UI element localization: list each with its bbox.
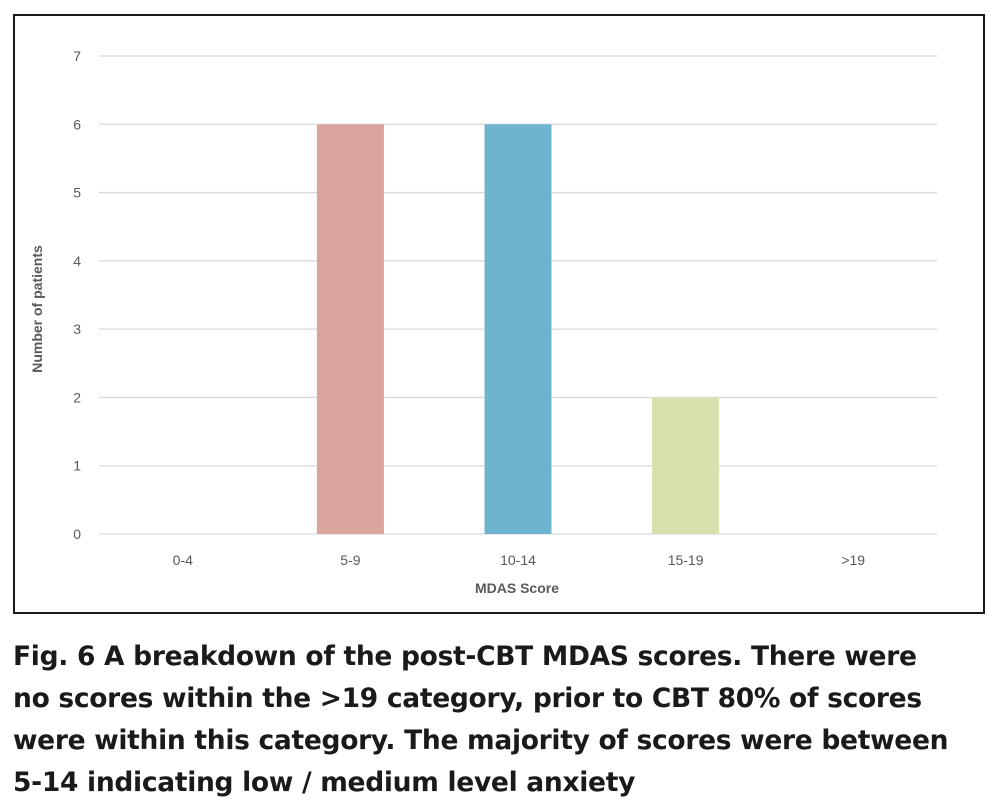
y-axis-title: Number of patients (29, 245, 45, 373)
bars (316, 124, 720, 535)
caption-line-3: were within this category. The majority … (13, 725, 949, 756)
x-tick-label: 15-19 (668, 552, 704, 568)
caption-line-4: 5-14 indicating low / medium level anxie… (13, 767, 636, 798)
y-tick-labels: 0 1 2 3 4 5 6 7 (73, 48, 81, 542)
x-tick-labels: 0-4 5-9 10-14 15-19 >19 (173, 552, 866, 568)
bar-15-19 (652, 397, 720, 534)
caption-line-2: no scores within the >19 category, prior… (13, 683, 922, 714)
x-tick-label: >19 (841, 552, 865, 568)
x-tick-label: 5-9 (340, 552, 360, 568)
y-tick-label: 5 (73, 185, 81, 201)
bar-10-14 (484, 124, 552, 535)
caption-line-1: Fig. 6 A breakdown of the post-CBT MDAS … (13, 641, 917, 672)
y-tick-label: 2 (73, 389, 81, 405)
y-tick-label: 1 (73, 458, 81, 474)
x-axis-title: MDAS Score (475, 580, 559, 596)
bar-5-9 (316, 124, 384, 535)
y-tick-label: 7 (73, 48, 81, 64)
y-tick-label: 4 (73, 253, 81, 269)
y-tick-label: 0 (73, 526, 81, 542)
x-tick-label: 10-14 (500, 552, 536, 568)
y-tick-label: 3 (73, 321, 81, 337)
x-tick-label: 0-4 (173, 552, 193, 568)
y-tick-label: 6 (73, 116, 81, 132)
figure-caption: Fig. 6 A breakdown of the post-CBT MDAS … (13, 636, 993, 804)
